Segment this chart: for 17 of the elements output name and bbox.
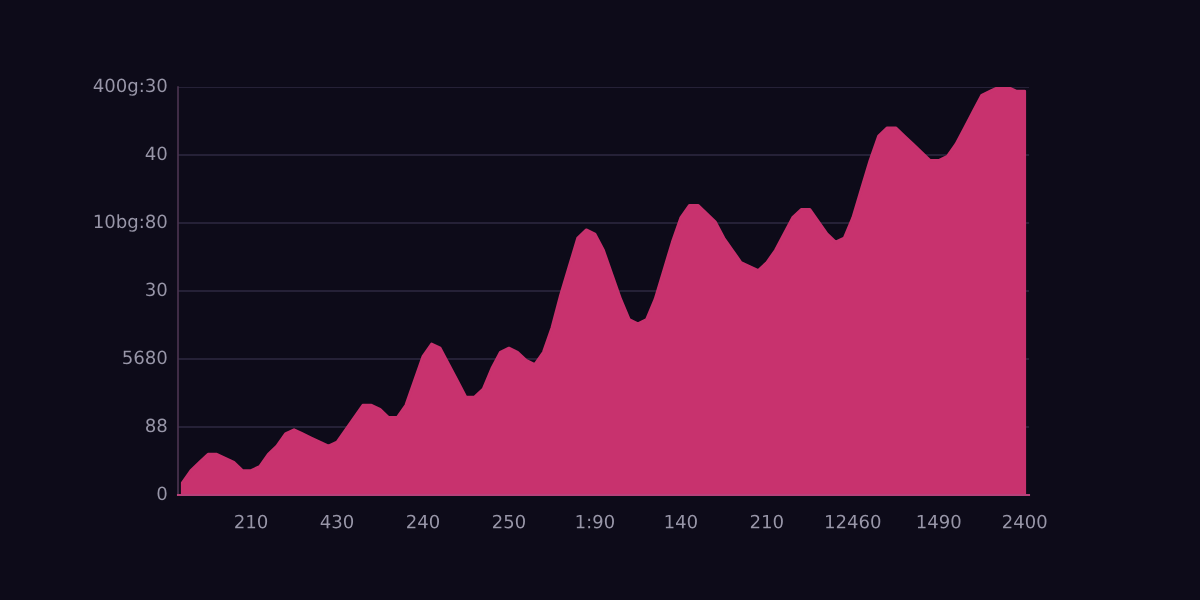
x-tick-label: 210 — [750, 514, 783, 529]
x-tick-label: 430 — [320, 514, 354, 529]
x-tick-label: 240 — [407, 514, 440, 529]
text: 0 — [157, 486, 167, 501]
text: 400g:30 — [93, 78, 167, 96]
x-tick-label: 1:90 — [576, 514, 614, 529]
text: 30 — [146, 282, 167, 297]
text: 5680 — [123, 350, 167, 365]
x-tick-label: 1490 — [917, 514, 961, 529]
x-tick-label: 250 — [493, 514, 525, 529]
x-tick-label: 140 — [665, 514, 697, 529]
x-tick-label: 2400 — [1003, 514, 1047, 529]
text: 88 — [146, 418, 167, 433]
text: 10bg:80 — [94, 214, 167, 232]
x-tick-label: 12460 — [826, 514, 881, 529]
text: 40 — [145, 146, 167, 161]
x-tick-label: 210 — [235, 514, 268, 529]
